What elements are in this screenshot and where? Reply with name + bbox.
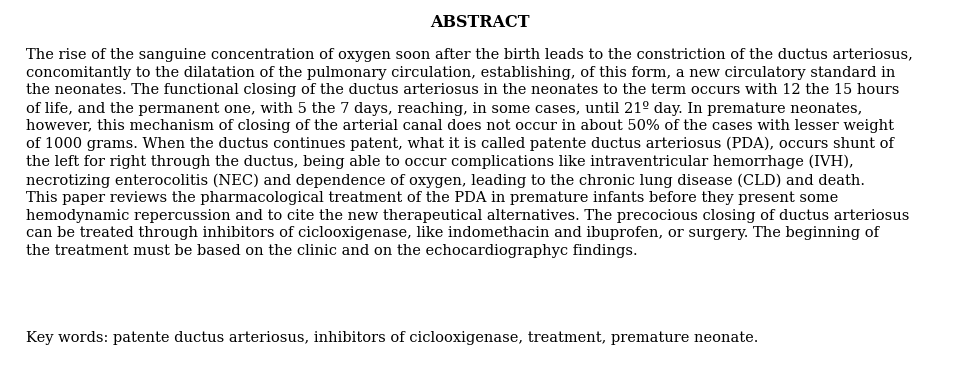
Text: Key words: patente ductus arteriosus, inhibitors of ciclooxigenase, treatment, p: Key words: patente ductus arteriosus, in…	[26, 331, 758, 345]
Text: ABSTRACT: ABSTRACT	[430, 14, 530, 31]
Text: The rise of the sanguine concentration of oxygen soon after the birth leads to t: The rise of the sanguine concentration o…	[26, 48, 913, 257]
